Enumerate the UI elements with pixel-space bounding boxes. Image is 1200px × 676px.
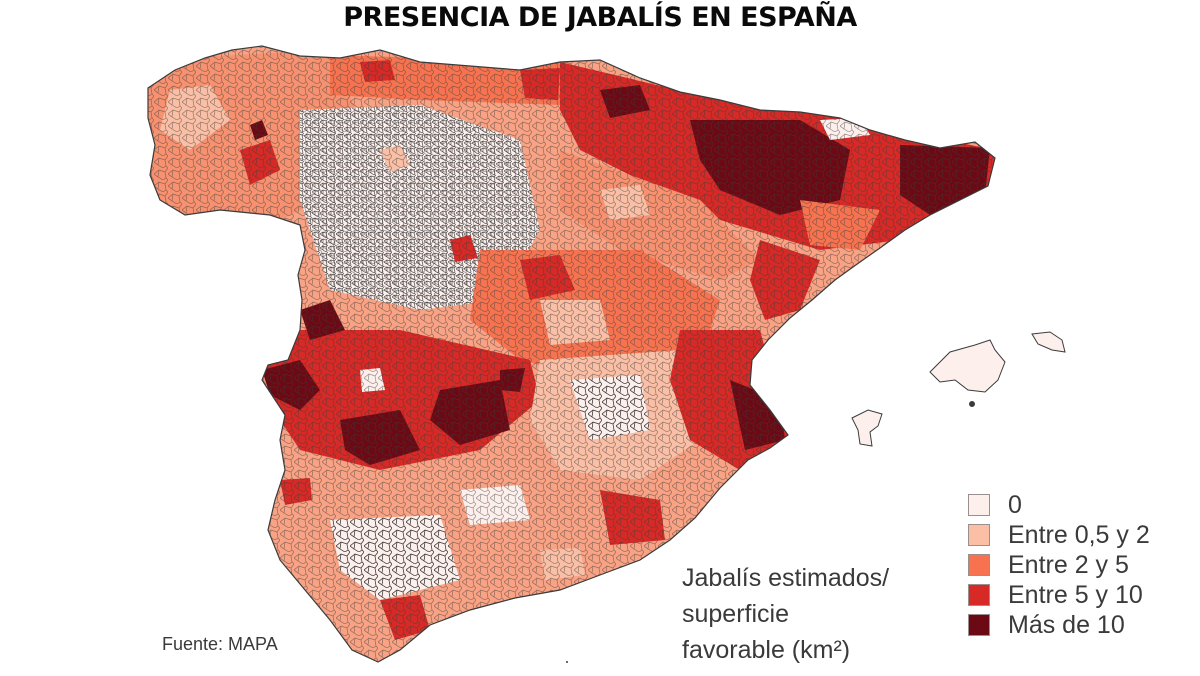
- legend-swatch-0-5-to-2: [968, 524, 990, 546]
- map-title: PRESENCIA DE JABALÍS EN ESPAÑA: [343, 2, 857, 33]
- legend-item-0-5-to-2: Entre 0,5 y 2: [968, 520, 1150, 550]
- legend-label-5-to-10: Entre 5 y 10: [1008, 581, 1143, 609]
- balearic-islands: [851, 331, 1066, 447]
- legend-swatch-more-than-10: [968, 614, 990, 636]
- unit-line-2: superficie: [682, 600, 789, 628]
- legend-swatch-5-to-10: [968, 584, 990, 606]
- legend-label-0: 0: [1008, 491, 1022, 519]
- legend-label-more-than-10: Más de 10: [1008, 611, 1125, 639]
- unit-line-3: favorable (km²): [682, 636, 851, 664]
- legend-item-0: 0: [968, 490, 1150, 520]
- map-legend: 0 Entre 0,5 y 2 Entre 2 y 5 Entre 5 y 10…: [968, 490, 1150, 640]
- legend-label-0-5-to-2: Entre 0,5 y 2: [1008, 521, 1150, 549]
- unit-line-1: Jabalís estimados/: [682, 564, 890, 592]
- legend-label-2-to-5: Entre 2 y 5: [1008, 551, 1129, 579]
- legend-item-2-to-5: Entre 2 y 5: [968, 550, 1150, 580]
- legend-swatch-2-to-5: [968, 554, 990, 576]
- legend-swatch-0: [968, 494, 990, 516]
- source-credit: Fuente: MAPA: [162, 634, 278, 654]
- legend-item-more-than-10: Más de 10: [968, 610, 1150, 640]
- legend-unit-label: Jabalís estimados/ superficie favorable …: [682, 560, 889, 668]
- legend-item-5-to-10: Entre 5 y 10: [968, 580, 1150, 610]
